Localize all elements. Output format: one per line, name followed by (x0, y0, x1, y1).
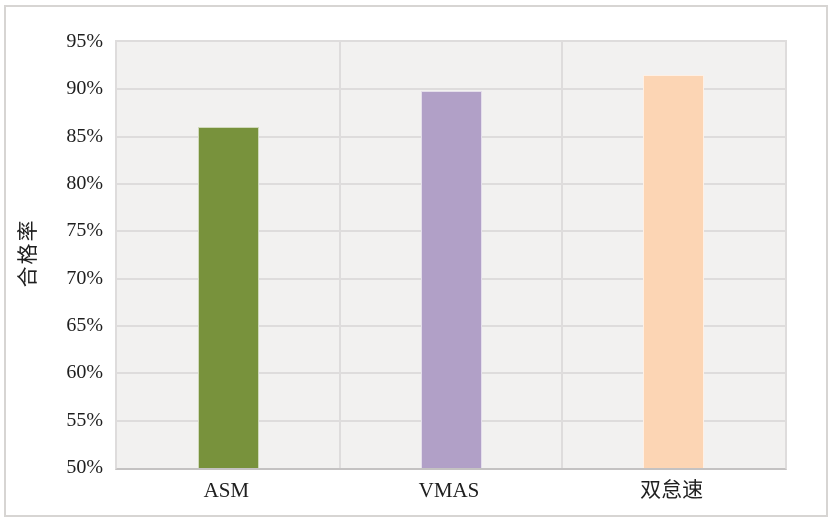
y-tick-label: 55% (66, 408, 103, 431)
bar-asm (197, 127, 259, 468)
y-axis-tick-labels: 95% 90% 85% 80% 75% 70% 65% 60% 55% 50% (6, 30, 103, 478)
x-tick-label-asm: ASM (203, 478, 250, 502)
x-tick-label-vmas: VMAS (418, 478, 480, 502)
bar-vmas (420, 91, 482, 468)
gridline-vertical (338, 42, 341, 468)
bar-双怠速 (643, 75, 705, 468)
y-tick-label: 60% (66, 361, 103, 384)
plot-area (115, 40, 787, 470)
y-tick-label: 95% (66, 30, 103, 52)
y-tick-label: 85% (66, 124, 103, 147)
gridline-vertical (561, 42, 564, 468)
x-tick-label-双怠速: 双怠速 (640, 478, 704, 502)
y-tick-label: 70% (66, 266, 103, 289)
y-tick-label: 65% (66, 314, 103, 336)
chart-frame: 合格率 95% 90% 85% 80% 75% 70% 65% 60% 55% 50% ASM VM… (4, 5, 828, 517)
y-tick-label: 80% (66, 172, 103, 194)
gridline-horizontal (117, 88, 785, 91)
y-tick-label: 90% (66, 77, 103, 100)
y-tick-label: 75% (66, 219, 103, 242)
y-tick-label: 50% (66, 456, 103, 478)
x-axis-labels: ASM VMAS 双怠速 (115, 476, 783, 506)
